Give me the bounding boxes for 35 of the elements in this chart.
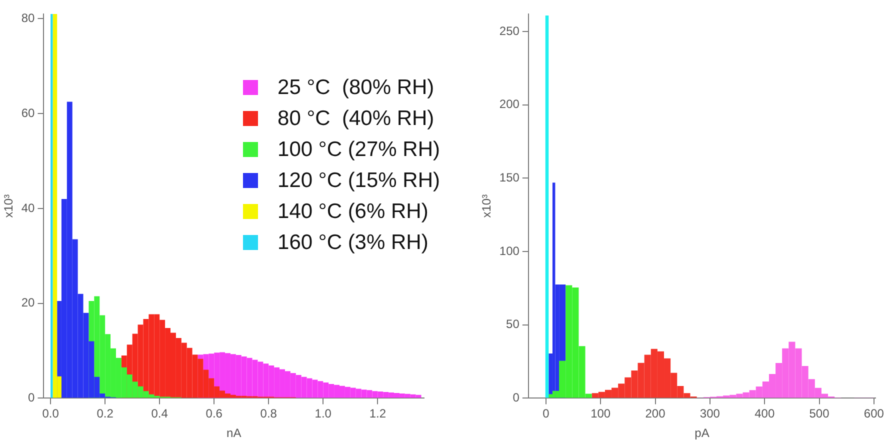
x-tick-label: 600 xyxy=(864,406,884,421)
y-tick-label: 40 xyxy=(21,200,36,215)
legend-label: 160 °C (3% RH) xyxy=(278,230,428,254)
y-tick-label: 200 xyxy=(499,97,520,112)
y-tick-label: 20 xyxy=(21,296,36,310)
x-tick-label: 1.2 xyxy=(369,406,386,421)
x-tick-label: 0.6 xyxy=(206,406,223,421)
y-tick-label: 100 xyxy=(499,244,520,258)
x-tick-label: 0.2 xyxy=(96,406,114,421)
y-axis-title: x10³ xyxy=(2,194,16,218)
x-tick-label: 200 xyxy=(645,406,666,421)
x-tick-label: 300 xyxy=(700,406,720,421)
x-tick-label: 0 xyxy=(542,406,550,421)
y-axis-title: x10³ xyxy=(480,194,494,218)
y-tick-label: 80 xyxy=(21,11,36,26)
x-tick-label: 500 xyxy=(809,406,830,421)
x-tick-label: 0.4 xyxy=(151,406,168,421)
legend-label: 80 °C (40% RH) xyxy=(278,106,434,130)
legend-label: 25 °C (80% RH) xyxy=(278,76,434,100)
x-tick-label: 0.0 xyxy=(42,406,60,421)
legend-label: 100 °C (27% RH) xyxy=(278,138,440,162)
y-tick-label: 50 xyxy=(506,317,520,332)
x-tick-label: 100 xyxy=(590,406,611,421)
y-tick-label: 60 xyxy=(21,106,36,120)
x-tick-label: 0.8 xyxy=(260,406,278,421)
legend-label: 140 °C (6% RH) xyxy=(278,200,428,224)
x-axis-title: nA xyxy=(226,426,242,440)
y-tick-label: 0 xyxy=(28,390,36,405)
y-tick-label: 150 xyxy=(499,170,520,185)
x-axis-title: pA xyxy=(694,426,710,440)
x-tick-label: 1.0 xyxy=(314,406,332,421)
y-tick-label: 250 xyxy=(499,24,520,38)
y-tick-label: 0 xyxy=(512,390,520,405)
legend-label: 120 °C (15% RH) xyxy=(278,168,440,192)
x-tick-label: 400 xyxy=(754,406,775,421)
